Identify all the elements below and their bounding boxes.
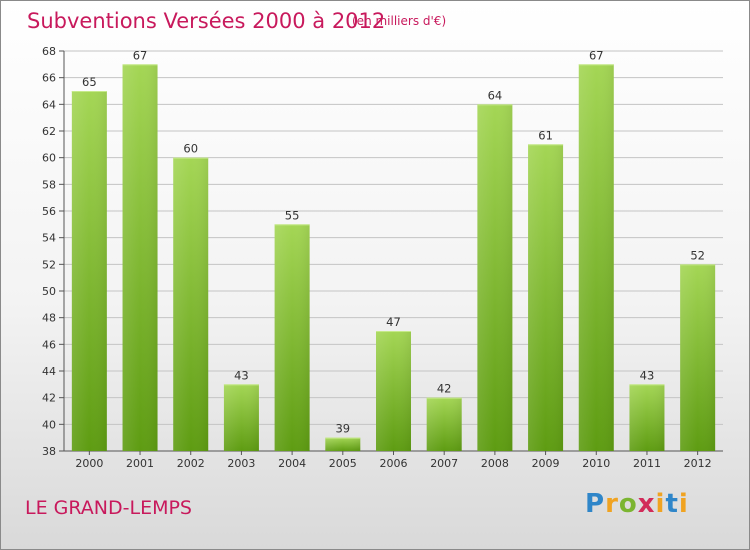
y-tick-label: 52 <box>42 258 56 271</box>
y-tick-label: 54 <box>42 232 56 245</box>
x-tick-label: 2011 <box>633 457 661 470</box>
bar-value-label: 42 <box>437 382 452 396</box>
bar-value-label: 52 <box>690 248 705 262</box>
logo-letter: x <box>637 489 656 519</box>
x-tick-label: 2003 <box>227 457 255 470</box>
bar-value-label: 60 <box>183 142 198 156</box>
bar-value-label: 61 <box>538 128 553 142</box>
bar-value-label: 39 <box>335 422 350 436</box>
bar-shade <box>426 397 462 451</box>
x-tick-label: 2008 <box>481 457 509 470</box>
y-tick-label: 58 <box>42 178 56 191</box>
bar-value-label: 64 <box>488 88 503 102</box>
bar-value-label: 65 <box>82 75 97 89</box>
label-layer: 65 67 60 43 55 39 47 42 64 61 67 43 52 <box>82 48 705 435</box>
bar-shade <box>223 384 259 451</box>
y-tick-label: 68 <box>42 45 56 58</box>
x-tick-label: 2007 <box>430 457 458 470</box>
logo-letter: o <box>618 489 638 519</box>
y-tick-label: 40 <box>42 418 56 431</box>
x-tick-label: 2001 <box>126 457 154 470</box>
x-tick-label: 2009 <box>532 457 560 470</box>
bar-shade <box>173 157 209 451</box>
bar-value-label: 55 <box>285 208 300 222</box>
logo-letter: r <box>605 489 619 519</box>
bar-shade <box>477 104 513 451</box>
chart-subtitle: (en milliers d'€) <box>352 14 447 28</box>
bar-shade <box>578 64 614 452</box>
bar-shade <box>629 384 665 451</box>
x-tick-label: 2000 <box>75 457 103 470</box>
y-tick-label: 62 <box>42 125 56 138</box>
bar-shade <box>528 144 564 452</box>
commune-name: LE GRAND-LEMPS <box>25 497 192 519</box>
y-tick-label: 42 <box>42 392 56 405</box>
logo-letter: t <box>665 489 679 519</box>
y-tick-label: 50 <box>42 285 56 298</box>
bar-value-label: 67 <box>589 48 604 62</box>
bar-value-label: 43 <box>640 368 655 382</box>
logo-letter: i <box>655 489 666 519</box>
x-tick-label: 2006 <box>380 457 408 470</box>
y-tick-label: 56 <box>42 205 56 218</box>
bar-shade <box>325 437 361 451</box>
x-tick-label: 2012 <box>684 457 712 470</box>
y-tick-label: 44 <box>42 365 56 378</box>
x-tick-label: 2004 <box>278 457 306 470</box>
x-tick-label: 2002 <box>177 457 205 470</box>
chart-title: Subventions Versées 2000 à 2012 <box>27 9 386 33</box>
y-tick-label: 46 <box>42 338 56 351</box>
y-tick-label: 64 <box>42 98 56 111</box>
bar-value-label: 67 <box>133 48 148 62</box>
y-tick-label: 60 <box>42 152 56 165</box>
logo-letter: P <box>585 489 606 519</box>
y-tick-label: 48 <box>42 312 56 325</box>
bar-shade <box>122 64 158 452</box>
bar-value-label: 47 <box>386 315 401 329</box>
bar-shade <box>274 224 310 451</box>
y-tick-label: 38 <box>42 445 56 458</box>
y-tick-label: 66 <box>42 72 56 85</box>
bar-shade <box>680 264 716 451</box>
bar-layer <box>71 64 716 452</box>
proxiti-logo[interactable]: Proxiti <box>585 489 689 519</box>
bar-value-label: 43 <box>234 368 249 382</box>
x-tick-label: 2005 <box>329 457 357 470</box>
bar-shade <box>71 91 107 451</box>
x-tick-label: 2010 <box>582 457 610 470</box>
bar-shade <box>376 331 411 451</box>
logo-letter: i <box>678 489 689 519</box>
